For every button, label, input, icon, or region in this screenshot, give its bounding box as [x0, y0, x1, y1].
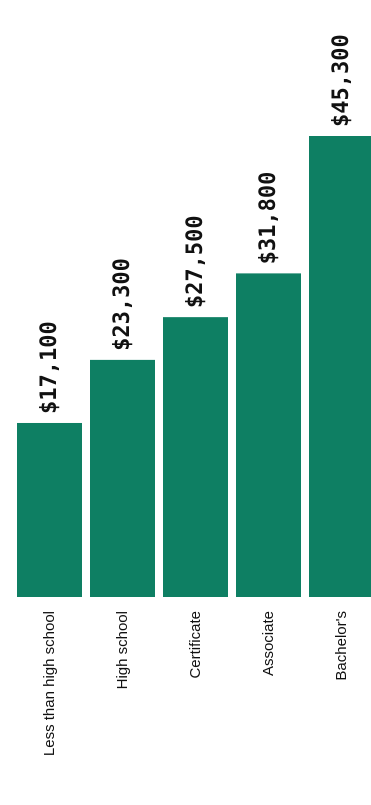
value-label-2: $27,500: [183, 215, 208, 308]
category-label-3: Associate: [260, 611, 277, 676]
category-label-2: Certificate: [187, 611, 204, 679]
category-labels-layer: Less than high school High school Certific…: [41, 611, 350, 756]
value-label-1: $23,300: [110, 258, 135, 351]
value-label-0: $17,100: [37, 321, 62, 414]
bars-layer: [17, 136, 371, 597]
category-label-0: Less than high school: [41, 611, 58, 756]
value-label-3: $31,800: [256, 172, 281, 265]
bar-0: [17, 422, 82, 597]
bar-2: [163, 317, 228, 597]
bar-4: [309, 136, 371, 597]
bar-1: [90, 359, 155, 597]
bar-3: [236, 273, 301, 597]
value-labels-layer: $17,100 $23,300 $27,500 $31,800 $45,300: [37, 34, 354, 414]
value-label-4: $45,300: [329, 34, 354, 127]
category-label-4: Bachelor's: [333, 611, 350, 681]
category-label-1: High school: [114, 611, 131, 689]
